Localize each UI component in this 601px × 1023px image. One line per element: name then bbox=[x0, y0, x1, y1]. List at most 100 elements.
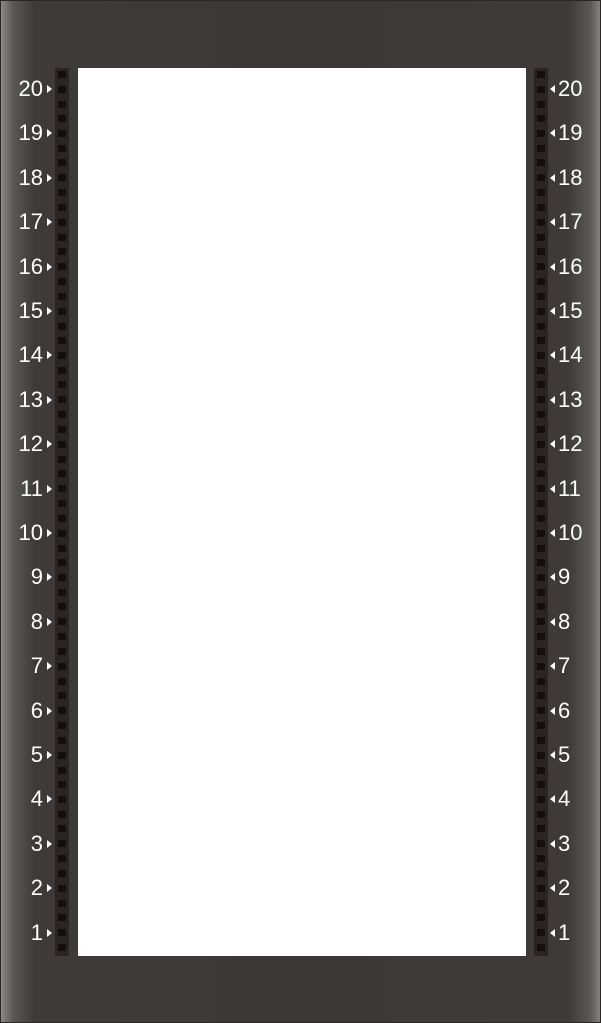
rail-hole bbox=[58, 751, 66, 759]
unit-marker-right-arrow-icon bbox=[47, 617, 52, 626]
unit-label-left-u19: 19 bbox=[18, 120, 43, 146]
rail-hole bbox=[58, 707, 66, 715]
unit-label-right-u6: 6 bbox=[558, 697, 571, 723]
right-mounting-rail bbox=[534, 68, 548, 956]
unit-marker-left-arrow-icon bbox=[550, 351, 555, 360]
rail-hole bbox=[58, 100, 66, 108]
rail-hole bbox=[58, 218, 66, 226]
unit-marker-right-arrow-icon bbox=[47, 795, 52, 804]
rail-hole bbox=[537, 381, 545, 389]
unit-marker-left-arrow-icon bbox=[550, 751, 555, 759]
unit-label-left-u2: 2 bbox=[30, 875, 43, 901]
rail-hole bbox=[58, 366, 66, 374]
rail-hole bbox=[537, 914, 545, 922]
rail-hole bbox=[58, 944, 66, 952]
unit-marker-right-arrow-icon bbox=[47, 928, 52, 937]
rail-hole bbox=[58, 780, 66, 788]
rail-hole bbox=[58, 514, 66, 522]
rail-hole bbox=[58, 292, 66, 300]
rail-hole bbox=[58, 425, 66, 433]
rail-hole bbox=[537, 558, 545, 566]
rail-hole bbox=[537, 263, 545, 271]
rail-hole bbox=[58, 500, 66, 508]
rail-hole bbox=[537, 618, 545, 626]
rail-hole bbox=[537, 899, 545, 907]
unit-marker-right-arrow-icon bbox=[47, 751, 52, 759]
unit-marker-left-arrow-icon bbox=[550, 662, 555, 671]
unit-marker-left-arrow-icon bbox=[550, 884, 555, 893]
rail-hole bbox=[58, 855, 66, 863]
rail-hole bbox=[58, 588, 66, 596]
unit-label-left-u8: 8 bbox=[30, 608, 43, 634]
rail-hole bbox=[537, 144, 545, 152]
rail-hole bbox=[58, 899, 66, 907]
rail-hole bbox=[537, 366, 545, 374]
unit-label-left-u12: 12 bbox=[18, 431, 43, 457]
rail-hole bbox=[58, 263, 66, 271]
rail-hole bbox=[537, 233, 545, 241]
unit-marker-left-arrow-icon bbox=[550, 395, 555, 404]
unit-marker-right-arrow-icon bbox=[47, 884, 52, 893]
rail-hole bbox=[58, 129, 66, 137]
rail-hole bbox=[537, 707, 545, 715]
unit-label-left-u13: 13 bbox=[18, 386, 43, 412]
unit-label-left-u9: 9 bbox=[30, 564, 43, 590]
rail-hole bbox=[537, 795, 545, 803]
rail-hole bbox=[537, 751, 545, 759]
unit-label-left-u6: 6 bbox=[30, 697, 43, 723]
rail-hole bbox=[58, 825, 66, 833]
unit-label-right-u4: 4 bbox=[558, 786, 571, 812]
rail-hole bbox=[58, 233, 66, 241]
unit-label-right-u3: 3 bbox=[558, 830, 571, 856]
rail-hole bbox=[537, 500, 545, 508]
rail-hole bbox=[537, 425, 545, 433]
rail-hole bbox=[537, 603, 545, 611]
rail-hole bbox=[537, 470, 545, 478]
unit-label-right-u19: 19 bbox=[558, 120, 583, 146]
rail-hole bbox=[58, 766, 66, 774]
unit-marker-right-arrow-icon bbox=[47, 839, 52, 848]
left-mounting-rail bbox=[55, 68, 69, 956]
rail-hole bbox=[58, 159, 66, 167]
rail-hole bbox=[537, 929, 545, 937]
rail-hole bbox=[537, 855, 545, 863]
rail-hole bbox=[537, 810, 545, 818]
rail-hole bbox=[537, 85, 545, 93]
unit-marker-right-arrow-icon bbox=[47, 662, 52, 671]
unit-marker-left-arrow-icon bbox=[550, 129, 555, 138]
rail-hole bbox=[537, 322, 545, 330]
rail-hole bbox=[58, 929, 66, 937]
unit-marker-left-arrow-icon bbox=[550, 529, 555, 537]
unit-marker-right-arrow-icon bbox=[47, 262, 52, 271]
rail-hole bbox=[537, 736, 545, 744]
rail-hole bbox=[58, 85, 66, 93]
unit-label-left-u3: 3 bbox=[30, 830, 43, 856]
rail-hole bbox=[58, 573, 66, 581]
rail-hole bbox=[537, 396, 545, 404]
unit-marker-left-arrow-icon bbox=[550, 262, 555, 271]
rail-hole bbox=[537, 440, 545, 448]
unit-marker-right-arrow-icon bbox=[47, 573, 52, 582]
rail-hole bbox=[537, 411, 545, 419]
unit-label-right-u8: 8 bbox=[558, 608, 571, 634]
rail-hole bbox=[58, 70, 66, 78]
unit-marker-left-arrow-icon bbox=[550, 85, 555, 93]
rail-hole bbox=[537, 100, 545, 108]
rail-hole bbox=[537, 485, 545, 493]
unit-label-left-u5: 5 bbox=[30, 742, 43, 767]
unit-label-left-u20: 20 bbox=[18, 76, 43, 101]
rail-hole bbox=[537, 944, 545, 952]
unit-marker-right-arrow-icon bbox=[47, 85, 52, 93]
rail-hole bbox=[58, 114, 66, 122]
rail-hole bbox=[537, 766, 545, 774]
rail-hole bbox=[537, 292, 545, 300]
unit-marker-left-arrow-icon bbox=[550, 839, 555, 848]
unit-label-right-u14: 14 bbox=[558, 342, 583, 368]
unit-label-right-u17: 17 bbox=[558, 209, 583, 235]
rail-hole bbox=[58, 633, 66, 641]
unit-marker-left-arrow-icon bbox=[550, 573, 555, 582]
unit-label-right-u18: 18 bbox=[558, 164, 583, 190]
rail-hole bbox=[58, 411, 66, 419]
rail-hole bbox=[537, 573, 545, 581]
